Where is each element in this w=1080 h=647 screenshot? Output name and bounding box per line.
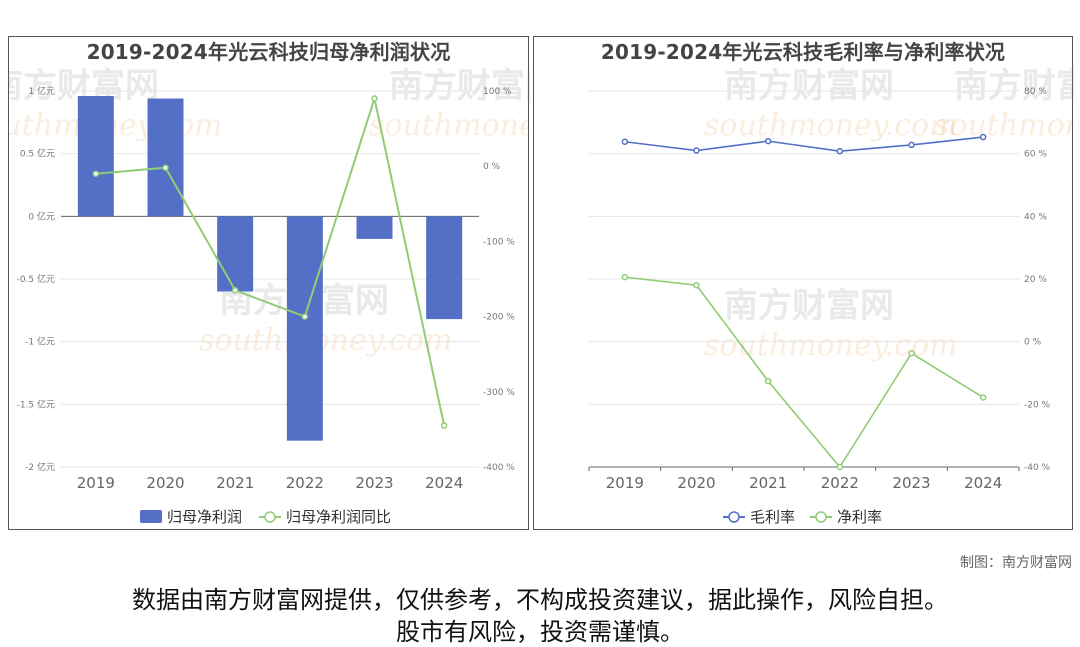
bar-net-profit (286, 216, 323, 441)
x-axis-tick: 2023 (892, 474, 930, 492)
left-axis-tick: 0.5 亿元 (20, 148, 55, 160)
margin-chart-panel: 2019-2024年光云科技毛利率与净利率状况 南方财富网 southmoney.… (533, 36, 1074, 530)
point-net-profit-yoy (371, 95, 378, 102)
x-axis-tick: 2023 (355, 474, 393, 492)
watermark-text: southmoney.com (369, 108, 530, 143)
right-axis-tick: 0 % (1024, 338, 1042, 348)
point-gross-margin (979, 133, 987, 141)
chart-credit: 制图：南方财富网 (960, 555, 1072, 571)
point-net-profit-yoy (440, 422, 448, 429)
point-gross-margin (693, 147, 700, 154)
x-axis-tick: 2024 (964, 474, 1002, 492)
point-net-margin (693, 282, 700, 289)
watermark-text: southmoney.com (9, 108, 223, 143)
left-axis-tick: -0.5 亿元 (17, 273, 55, 285)
left-axis-tick: -2 亿元 (25, 461, 55, 473)
right-axis-tick: 40 % (1024, 212, 1047, 222)
point-net-margin (979, 394, 987, 401)
legend-swatch-point (815, 511, 827, 523)
x-axis-tick: 2021 (749, 474, 787, 492)
bar-net-profit (356, 216, 393, 239)
x-axis-tick: 2020 (677, 474, 715, 492)
point-gross-margin (621, 138, 629, 146)
right-axis-tick: 0 % (483, 162, 501, 172)
legend-label: 归母净利润 (167, 508, 242, 526)
point-net-profit-yoy (162, 164, 169, 171)
left-axis-tick: -1.5 亿元 (17, 398, 55, 410)
bar-net-profit (77, 96, 114, 217)
watermark-text: southmoney.com (199, 323, 453, 358)
point-net-margin (621, 273, 629, 281)
disclaimer-line-1: 数据由南方财富网提供，仅供参考，不构成投资建议，据此操作，风险自担。 (132, 586, 948, 614)
net-profit-chart-panel: 2019-2024年光云科技归母净利润状况 南方财富网southmoney.co… (8, 36, 530, 530)
legend-label: 归母净利润同比 (286, 508, 391, 526)
x-axis-tick: 2020 (146, 474, 184, 492)
right-axis-tick: -20 % (1024, 400, 1051, 410)
bar-net-profit (147, 98, 184, 217)
watermark-text: 南方财富网 (724, 286, 894, 326)
x-axis-tick: 2022 (286, 474, 324, 492)
line-gross-margin (624, 136, 984, 152)
line-net-margin (624, 276, 984, 469)
legend-label: 净利率 (837, 508, 882, 526)
x-axis-tick: 2019 (606, 474, 644, 492)
point-net-margin (836, 463, 844, 471)
left-axis-tick: 0 亿元 (28, 210, 55, 222)
margin-chart: 南方财富网southmoney.com南方财富网southmoney.com南方… (588, 66, 1074, 526)
watermark-text: 南方财富网 (389, 66, 530, 106)
legend-swatch-point (728, 511, 740, 523)
watermark-text: 南方财富网 (724, 66, 894, 106)
right-axis-tick: 100 % (483, 87, 512, 97)
right-axis-tick: 20 % (1024, 275, 1047, 285)
bar-net-profit (426, 216, 463, 320)
point-net-profit-yoy (92, 170, 100, 177)
point-gross-margin (836, 147, 844, 155)
line-net-profit-yoy (95, 94, 446, 426)
right-axis-tick: -200 % (483, 313, 515, 323)
x-axis-tick: 2019 (77, 474, 115, 492)
chart-title: 2019-2024年光云科技归母净利润状况 (86, 40, 451, 64)
point-gross-margin (908, 141, 915, 149)
right-axis-tick: -100 % (483, 237, 515, 247)
right-axis-tick: 80 % (1024, 87, 1047, 97)
left-axis-tick: 1 亿元 (28, 85, 55, 97)
watermark-text: southmoney.com (704, 328, 958, 363)
left-axis-tick: -1 亿元 (25, 336, 55, 348)
disclaimer-line-2: 股市有风险，投资需谨慎。 (396, 618, 684, 646)
x-axis-tick: 2022 (821, 474, 859, 492)
x-axis-tick: 2021 (216, 474, 254, 492)
right-axis-tick: -40 % (1024, 463, 1051, 473)
watermark-text: southmoney.com (704, 108, 958, 143)
right-axis-tick: 60 % (1024, 150, 1047, 160)
legend-swatch-bar (140, 510, 162, 523)
point-net-margin (764, 377, 772, 385)
x-axis-tick: 2024 (425, 474, 463, 492)
legend-swatch-point (264, 511, 276, 523)
point-net-profit-yoy (231, 287, 239, 294)
bar-net-profit (217, 216, 254, 292)
chart-title: 2019-2024年光云科技毛利率与净利率状况 (600, 40, 1006, 64)
point-net-profit-yoy (301, 313, 309, 320)
watermark-text: 南方财富网 (954, 66, 1074, 106)
point-net-margin (908, 350, 915, 357)
legend-label: 毛利率 (750, 508, 795, 526)
right-axis-tick: -300 % (483, 388, 515, 398)
right-axis-tick: -400 % (483, 463, 515, 473)
net-profit-chart: 南方财富网southmoney.com南方财富网southmoney.com南方… (9, 66, 530, 526)
watermark-text: southmoney.com (934, 108, 1074, 143)
point-gross-margin (764, 137, 772, 145)
